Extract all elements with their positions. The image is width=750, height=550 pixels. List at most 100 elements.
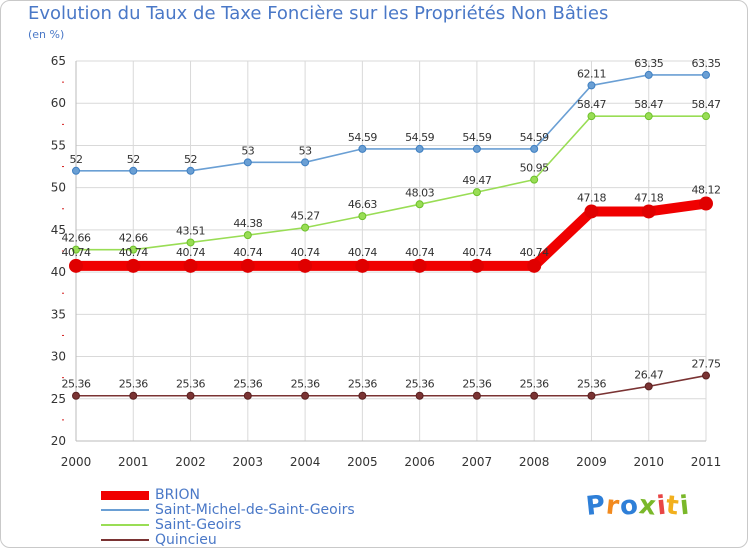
data-point-saint-geoirs bbox=[72, 245, 80, 254]
data-label-saint-michel-de-saint-geoirs: 54.59 bbox=[462, 131, 491, 144]
series-line-brion bbox=[71, 198, 711, 271]
y-tick-label: 50 bbox=[51, 181, 66, 195]
legend-item: Saint-Michel-de-Saint-Geoirs bbox=[101, 502, 355, 518]
data-label-saint-michel-de-saint-geoirs: 54.59 bbox=[348, 131, 377, 144]
data-point-saint-geoirs bbox=[472, 188, 481, 197]
x-tick-label: 2006 bbox=[404, 455, 435, 469]
data-point-brion bbox=[355, 258, 370, 273]
data-label-brion: 40.74 bbox=[462, 246, 491, 259]
data-point-brion bbox=[126, 258, 141, 273]
x-tick-label: 2007 bbox=[462, 455, 493, 469]
data-label-quincieu: 25.36 bbox=[405, 378, 434, 391]
x-tick-label: 2004 bbox=[290, 455, 321, 469]
x-tick-label: 2005 bbox=[347, 455, 378, 469]
data-label-quincieu: 25.36 bbox=[462, 378, 491, 391]
data-point-brion bbox=[298, 258, 313, 273]
data-point-brion bbox=[469, 258, 484, 273]
data-point-quincieu bbox=[702, 371, 710, 380]
data-point-quincieu bbox=[472, 391, 481, 400]
data-label-brion: 40.74 bbox=[119, 246, 148, 259]
data-point-saint-michel-de-saint-geoirs bbox=[243, 158, 252, 167]
data-label-saint-michel-de-saint-geoirs: 52 bbox=[127, 153, 140, 166]
data-label-quincieu: 27.75 bbox=[692, 358, 721, 371]
legend-swatch bbox=[101, 509, 149, 511]
data-point-quincieu bbox=[129, 391, 138, 400]
data-point-saint-michel-de-saint-geoirs bbox=[129, 166, 138, 175]
data-label-saint-geoirs: 45.27 bbox=[291, 210, 320, 223]
data-label-saint-michel-de-saint-geoirs: 52 bbox=[184, 153, 197, 166]
data-point-saint-michel-de-saint-geoirs bbox=[644, 70, 653, 79]
y-unit-label: (en %) bbox=[28, 28, 65, 41]
x-tick-label: 2008 bbox=[519, 455, 550, 469]
data-point-quincieu bbox=[72, 391, 80, 400]
data-point-saint-geoirs bbox=[358, 212, 367, 221]
y-tick-label: 60 bbox=[51, 96, 66, 110]
data-point-saint-geoirs bbox=[644, 112, 653, 121]
data-label-brion: 47.18 bbox=[634, 191, 663, 204]
data-point-saint-geoirs bbox=[415, 200, 424, 209]
legend-item: Quincieu bbox=[101, 532, 217, 547]
data-point-quincieu bbox=[186, 391, 195, 400]
data-point-brion bbox=[584, 204, 599, 219]
data-label-saint-geoirs: 50.95 bbox=[520, 162, 549, 175]
legend-label: Saint-Geoirs bbox=[155, 517, 242, 533]
data-label-saint-michel-de-saint-geoirs: 63.35 bbox=[634, 57, 663, 70]
data-point-saint-geoirs bbox=[702, 112, 710, 121]
data-point-quincieu bbox=[358, 391, 367, 400]
data-label-quincieu: 25.36 bbox=[348, 378, 377, 391]
data-label-brion: 40.74 bbox=[348, 246, 377, 259]
proxiti-logo: Proxiti bbox=[584, 490, 691, 522]
data-point-brion bbox=[183, 258, 198, 273]
legend-item: BRION bbox=[101, 487, 200, 503]
legend-swatch bbox=[101, 539, 149, 541]
data-label-quincieu: 25.36 bbox=[62, 378, 91, 391]
data-point-brion bbox=[69, 258, 83, 273]
data-point-saint-geoirs bbox=[587, 112, 596, 121]
legend-label: BRION bbox=[155, 487, 200, 503]
data-label-quincieu: 25.36 bbox=[119, 378, 148, 391]
data-label-saint-geoirs: 49.47 bbox=[462, 174, 491, 187]
data-point-quincieu bbox=[587, 391, 596, 400]
data-label-saint-michel-de-saint-geoirs: 52 bbox=[70, 153, 83, 166]
data-point-saint-geoirs bbox=[530, 175, 539, 184]
data-point-saint-geoirs bbox=[186, 238, 195, 247]
y-tick-label: 30 bbox=[51, 350, 66, 364]
data-point-saint-michel-de-saint-geoirs bbox=[186, 166, 195, 175]
legend-swatch bbox=[101, 524, 149, 526]
legend-item: Saint-Geoirs bbox=[101, 517, 241, 533]
legend-label: Saint-Michel-de-Saint-Geoirs bbox=[155, 502, 355, 518]
data-label-saint-geoirs: 58.47 bbox=[692, 98, 721, 111]
data-label-brion: 40.74 bbox=[233, 246, 262, 259]
series-line-saint-geoirs bbox=[75, 115, 707, 251]
y-tick-label: 35 bbox=[51, 307, 66, 321]
data-point-brion bbox=[412, 258, 427, 273]
x-tick-label: 2000 bbox=[61, 455, 92, 469]
data-label-brion: 40.74 bbox=[176, 246, 205, 259]
data-point-saint-michel-de-saint-geoirs bbox=[415, 144, 424, 153]
data-label-saint-michel-de-saint-geoirs: 63.35 bbox=[692, 57, 721, 70]
data-label-saint-michel-de-saint-geoirs: 54.59 bbox=[405, 131, 434, 144]
y-tick-label: 20 bbox=[51, 434, 66, 448]
data-label-quincieu: 25.36 bbox=[176, 378, 205, 391]
series-line-quincieu bbox=[75, 374, 707, 397]
data-label-quincieu: 25.36 bbox=[577, 378, 606, 391]
data-label-quincieu: 25.36 bbox=[233, 378, 262, 391]
data-label-saint-geoirs: 43.51 bbox=[176, 224, 205, 237]
data-label-brion: 40.74 bbox=[62, 246, 91, 259]
data-point-saint-michel-de-saint-geoirs bbox=[530, 144, 539, 153]
data-label-quincieu: 25.36 bbox=[520, 378, 549, 391]
x-tick-label: 2011 bbox=[691, 455, 722, 469]
data-point-brion bbox=[527, 258, 542, 273]
data-label-brion: 40.74 bbox=[520, 246, 549, 259]
data-label-saint-michel-de-saint-geoirs: 54.59 bbox=[520, 131, 549, 144]
data-point-saint-geoirs bbox=[243, 231, 252, 240]
y-tick-label: 65 bbox=[51, 54, 66, 68]
data-point-quincieu bbox=[644, 382, 653, 391]
data-point-brion bbox=[699, 196, 713, 211]
x-tick-label: 2010 bbox=[633, 455, 664, 469]
data-point-quincieu bbox=[301, 391, 310, 400]
data-point-saint-michel-de-saint-geoirs bbox=[702, 70, 710, 79]
x-tick-label: 2002 bbox=[175, 455, 206, 469]
data-label-saint-michel-de-saint-geoirs: 62.11 bbox=[577, 67, 606, 80]
